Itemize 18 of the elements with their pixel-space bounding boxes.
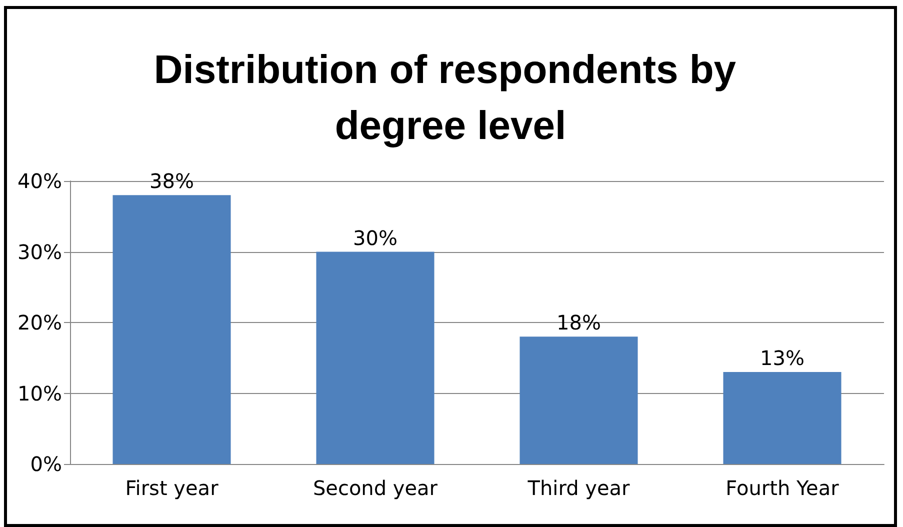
bar bbox=[723, 372, 842, 464]
data-label: 13% bbox=[760, 346, 804, 370]
data-label: 18% bbox=[556, 310, 601, 335]
chart-title: Distribution of respondents by degree level bbox=[154, 48, 748, 148]
bar bbox=[520, 336, 638, 464]
data-label: 30% bbox=[353, 226, 398, 250]
data-label: 38% bbox=[150, 169, 194, 194]
y-tick-label: 0% bbox=[30, 452, 62, 476]
bar bbox=[112, 195, 231, 464]
y-tick-label: 20% bbox=[18, 310, 62, 334]
x-tick-label: Second year bbox=[312, 476, 438, 500]
y-tick-label: 10% bbox=[18, 381, 62, 406]
bar bbox=[316, 252, 434, 464]
x-tick-label: First year bbox=[125, 476, 220, 500]
x-tick-label: Fourth Year bbox=[726, 476, 840, 500]
y-tick-label: 40% bbox=[18, 169, 62, 193]
x-tick-label: Third year bbox=[526, 476, 631, 500]
y-tick-label: 30% bbox=[18, 240, 62, 264]
